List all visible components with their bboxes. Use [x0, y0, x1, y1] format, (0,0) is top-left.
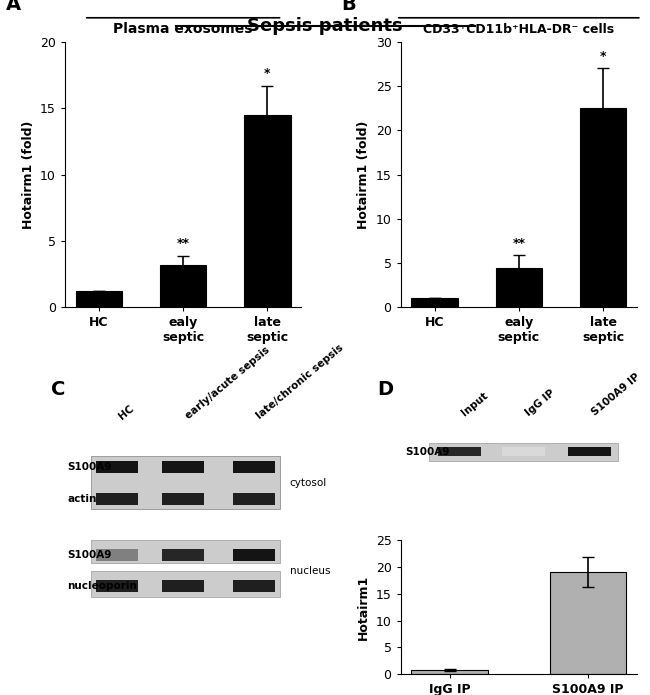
Text: Sepsis patients: Sepsis patients — [247, 17, 403, 35]
Bar — [160, 265, 206, 307]
Bar — [162, 548, 205, 561]
Text: cytosol: cytosol — [289, 478, 327, 488]
Text: *: * — [600, 50, 606, 63]
Bar — [233, 580, 276, 592]
Bar — [162, 493, 205, 505]
Text: nucleus: nucleus — [289, 566, 330, 575]
Text: early/acute sepsis: early/acute sepsis — [183, 345, 271, 421]
Bar — [96, 461, 138, 473]
Bar — [76, 291, 122, 307]
Bar — [496, 268, 542, 307]
Y-axis label: Hotairm1 (fold): Hotairm1 (fold) — [21, 120, 34, 229]
Bar — [162, 548, 205, 561]
Bar — [233, 493, 276, 505]
Bar — [91, 540, 280, 562]
Bar — [580, 108, 626, 307]
Bar — [411, 297, 458, 307]
Bar — [96, 493, 138, 505]
Bar — [502, 447, 545, 456]
Text: S100A9 IP: S100A9 IP — [590, 372, 642, 418]
Bar — [550, 572, 626, 674]
Bar — [96, 580, 138, 592]
Text: *: * — [264, 67, 270, 80]
Bar — [429, 443, 618, 461]
Text: S100A9: S100A9 — [68, 550, 112, 559]
Bar — [91, 571, 280, 597]
Bar — [439, 447, 481, 456]
Bar — [233, 461, 276, 473]
Text: S100A9: S100A9 — [68, 462, 112, 472]
Bar — [162, 461, 205, 473]
Text: C: C — [51, 380, 65, 399]
Text: nucleoporin: nucleoporin — [68, 582, 137, 591]
Bar — [233, 493, 276, 505]
Bar — [91, 456, 280, 509]
Bar — [233, 580, 276, 592]
Y-axis label: Hotairm1: Hotairm1 — [358, 575, 370, 640]
Text: actin: actin — [68, 493, 97, 504]
Bar — [233, 548, 276, 561]
Text: S100A9: S100A9 — [406, 447, 450, 457]
Text: IgG IP: IgG IP — [523, 387, 557, 418]
Bar — [233, 461, 276, 473]
Bar — [162, 580, 205, 592]
Bar — [91, 456, 280, 509]
Bar — [162, 493, 205, 505]
Title: Plasma exosomes: Plasma exosomes — [114, 22, 253, 36]
Bar — [233, 548, 276, 561]
Text: HC: HC — [117, 403, 136, 421]
Text: D: D — [377, 380, 393, 399]
Text: **: ** — [177, 237, 190, 250]
Text: late/chronic sepsis: late/chronic sepsis — [254, 343, 345, 421]
Bar — [244, 115, 291, 307]
Bar — [96, 548, 138, 561]
Text: A: A — [6, 0, 21, 14]
Bar — [96, 493, 138, 505]
Bar — [411, 670, 488, 674]
Bar — [96, 548, 138, 561]
Bar — [96, 580, 138, 592]
Bar — [569, 447, 611, 456]
Text: B: B — [341, 0, 356, 14]
Bar — [162, 580, 205, 592]
Title: CD33⁺CD11b⁺HLA-DR⁻ cells: CD33⁺CD11b⁺HLA-DR⁻ cells — [423, 24, 614, 36]
Bar — [162, 461, 205, 473]
Bar — [96, 461, 138, 473]
Y-axis label: Hotairm1 (fold): Hotairm1 (fold) — [358, 120, 370, 229]
Text: Input: Input — [460, 390, 490, 418]
Text: **: ** — [512, 237, 525, 250]
